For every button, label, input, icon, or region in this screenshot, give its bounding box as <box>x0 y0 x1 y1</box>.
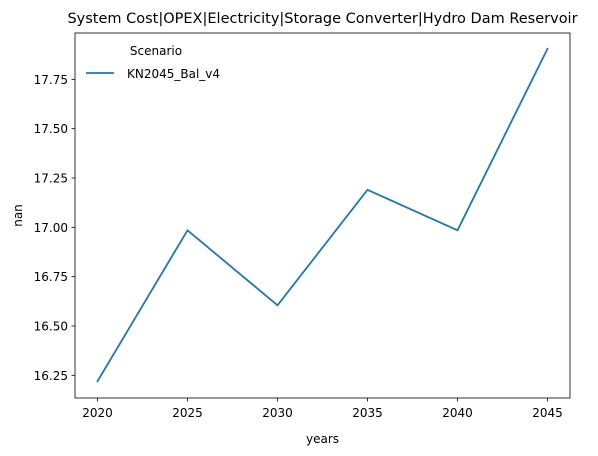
legend: Scenario KN2045_Bal_v4 <box>86 44 220 81</box>
x-tick-label: 2045 <box>532 406 563 420</box>
series-layer <box>96 47 549 383</box>
y-tick-label: 17.25 <box>34 172 68 186</box>
legend-title: Scenario <box>130 44 182 58</box>
legend-label-kn2045-bal-v4: KN2045_Bal_v4 <box>127 67 220 81</box>
y-axis: 16.25 16.50 16.75 17.00 17.25 17.50 17.75 <box>34 73 75 383</box>
y-tick-label: 16.50 <box>34 319 68 333</box>
y-axis-label: nan <box>11 204 25 227</box>
y-tick-label: 16.75 <box>34 270 68 284</box>
chart-title: System Cost|OPEX|Electricity|Storage Con… <box>67 11 577 27</box>
x-axis-label: years <box>306 432 339 446</box>
x-axis: 2020 2025 2030 2035 2040 2045 <box>82 398 563 420</box>
x-tick-label: 2040 <box>442 406 473 420</box>
x-tick-label: 2035 <box>352 406 383 420</box>
plot-frame <box>74 32 571 399</box>
plot-area: 2020 2025 2030 2035 2040 2045 16.25 16.50 16.75… <box>34 32 571 420</box>
series-line-0 <box>96 47 549 383</box>
x-tick-label: 2020 <box>82 406 113 420</box>
y-tick-label: 17.50 <box>34 122 68 136</box>
y-tick-label: 17.00 <box>34 221 68 235</box>
y-tick-label: 16.25 <box>34 369 68 383</box>
x-tick-label: 2025 <box>172 406 203 420</box>
x-tick-label: 2030 <box>262 406 293 420</box>
y-tick-label: 17.75 <box>34 73 68 87</box>
